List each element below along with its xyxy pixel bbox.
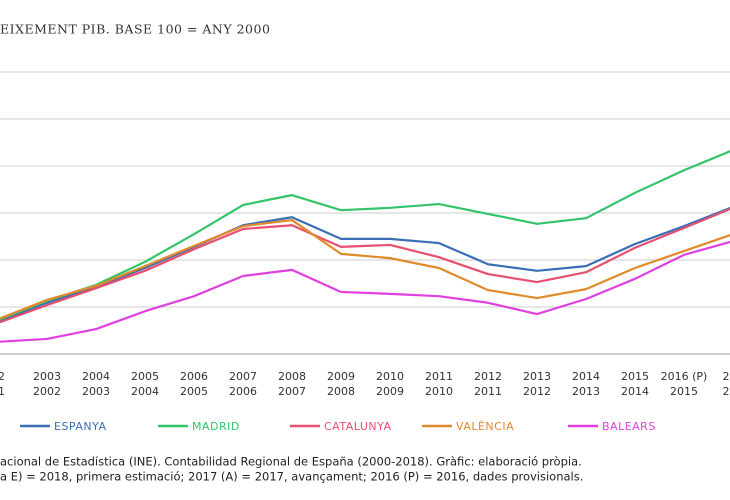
x-tick-label: 2002 (33, 385, 61, 398)
data-line (0, 207, 730, 324)
chart-title: EIXEMENT PIB. BASE 100 = ANY 2000 (0, 22, 270, 37)
x-tick-label: 2004 (131, 385, 159, 398)
x-tick-label: 2009 (327, 370, 355, 383)
legend-label: BALEARS (602, 420, 656, 433)
x-tick-label: 2003 (33, 370, 61, 383)
x-tick-label: 2005 (180, 385, 208, 398)
x-tick-label: 2008 (278, 370, 306, 383)
x-tick-label: 02 (0, 370, 5, 383)
x-tick-label: 2006 (180, 370, 208, 383)
x-tick-label: 2005 (131, 370, 159, 383)
x-tick-label: 2008 (327, 385, 355, 398)
x-tick-label: 201 (723, 370, 730, 383)
x-tick-label: 2010 (425, 385, 453, 398)
x-tick-label: 2007 (229, 370, 257, 383)
x-tick-label: 2006 (229, 385, 257, 398)
x-tick-label: 2004 (82, 370, 110, 383)
x-tick-label: 2012 (474, 370, 502, 383)
x-tick-label: 2011 (474, 385, 502, 398)
x-tick-label: 2016 (P) (661, 370, 708, 383)
x-tick-label: 2007 (278, 385, 306, 398)
x-tick-label: 2014 (572, 370, 600, 383)
data-line (0, 150, 730, 321)
x-tick-label: 2009 (376, 385, 404, 398)
x-tick-label: 2011 (425, 370, 453, 383)
source-note: acional de Estadística (INE). Contabilid… (0, 455, 582, 469)
x-tick-label: 2013 (572, 385, 600, 398)
x-tick-label: 2014 (621, 385, 649, 398)
data-line (0, 218, 730, 320)
legend-label: ESPANYA (54, 420, 107, 433)
legend-label: MADRID (192, 420, 240, 433)
source-note: a E) = 2018, primera estimació; 2017 (A)… (0, 470, 583, 484)
x-tick-label: 2003 (82, 385, 110, 398)
x-tick-label: 2015 (670, 385, 698, 398)
x-tick-label: 201 (723, 385, 730, 398)
data-line (0, 206, 730, 323)
x-tick-label: 01 (0, 385, 5, 398)
legend-label: VALÈNCIA (456, 420, 514, 433)
x-tick-label: 2012 (523, 385, 551, 398)
data-line (0, 240, 730, 343)
x-tick-label: 2015 (621, 370, 649, 383)
x-tick-label: 2013 (523, 370, 551, 383)
legend-label: CATALUNYA (324, 420, 392, 433)
x-tick-label: 2010 (376, 370, 404, 383)
